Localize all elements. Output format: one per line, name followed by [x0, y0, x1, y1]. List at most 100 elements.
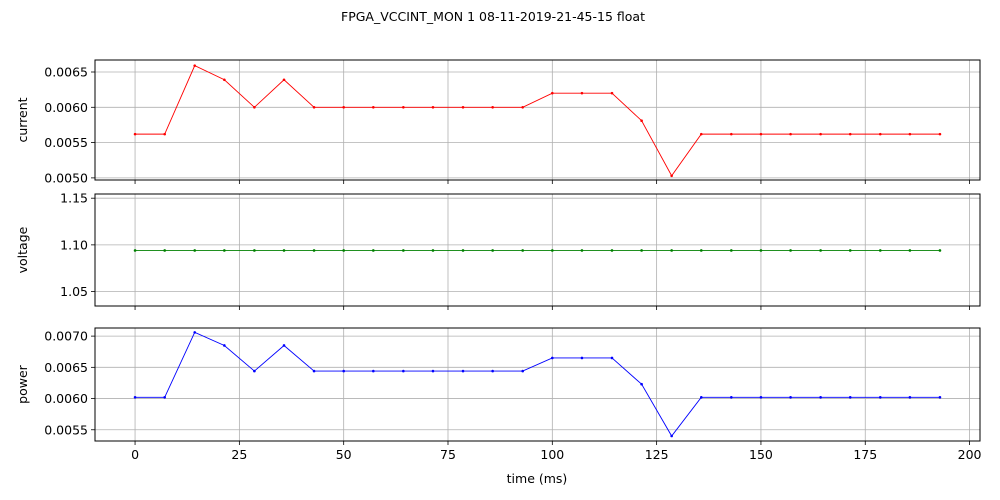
panel-frame	[94, 327, 981, 442]
x-tick-label: 200	[958, 447, 982, 462]
y-tick-label: 0.0060	[44, 100, 88, 115]
data-point	[372, 105, 375, 109]
data-point	[610, 356, 614, 360]
panel-frame	[94, 59, 981, 181]
data-point	[223, 344, 226, 347]
data-point	[908, 132, 912, 136]
data-point	[253, 249, 256, 252]
x-tick-label: 100	[540, 447, 564, 462]
data-point	[193, 331, 197, 334]
data-point	[342, 249, 345, 252]
data-point	[223, 78, 226, 82]
data-point	[699, 249, 703, 252]
data-point	[133, 249, 137, 252]
data-point	[848, 249, 852, 252]
data-point	[819, 395, 822, 399]
x-tick-label: 150	[749, 447, 773, 462]
data-point	[938, 395, 942, 399]
data-point	[938, 249, 942, 252]
data-point	[223, 249, 226, 252]
chart-panels: 0.0050 0.0055 0.0060 0.0065 current 1.051.101…	[15, 59, 982, 462]
data-point	[580, 249, 584, 252]
data-point	[402, 369, 405, 373]
data-point	[938, 132, 942, 136]
data-point	[551, 356, 554, 360]
data-point	[193, 64, 197, 67]
data-point	[163, 132, 166, 136]
data-point	[253, 369, 256, 373]
data-point	[580, 356, 584, 360]
data-point	[759, 395, 763, 399]
data-point	[312, 105, 316, 109]
data-point	[789, 249, 792, 252]
data-point	[640, 119, 643, 123]
data-point	[282, 344, 286, 347]
chart-title: FPGA_VCCINT_MON 1 08-11-2019-21-45-15 fl…	[341, 9, 645, 24]
x-tick-label: 125	[645, 447, 669, 462]
data-point	[491, 369, 494, 373]
y-axis-label-current: current	[15, 97, 30, 142]
panel-power: 0.0055 0.0060 0.0065 0.0070 0 25 50 75 100 125 150…	[15, 327, 982, 462]
y-tick-label: 0.0060	[44, 391, 88, 406]
data-point	[789, 132, 792, 136]
x-tick-label: 0	[131, 447, 139, 462]
data-point	[819, 249, 822, 252]
panel-frame	[94, 193, 981, 307]
data-point	[878, 249, 882, 252]
data-point	[372, 369, 375, 373]
data-point	[342, 105, 345, 109]
data-point	[193, 249, 197, 252]
data-point	[282, 249, 286, 252]
data-point	[819, 132, 822, 136]
y-tick-label: 0.0050	[44, 170, 88, 185]
data-point	[848, 395, 852, 399]
data-point	[759, 249, 763, 252]
x-tick-label: 50	[336, 447, 352, 462]
data-point	[372, 249, 375, 252]
data-point	[730, 395, 733, 399]
data-point	[908, 395, 912, 399]
data-point	[312, 249, 316, 252]
data-point	[521, 249, 524, 252]
x-tick-label: 175	[853, 447, 877, 462]
data-point	[699, 395, 703, 399]
data-point	[431, 249, 435, 252]
data-point	[461, 249, 465, 252]
data-point	[431, 105, 435, 109]
data-point	[491, 249, 494, 252]
data-point	[431, 369, 435, 373]
y-tick-label: 1.05	[60, 284, 88, 299]
y-tick-label: 0.0070	[44, 329, 88, 344]
data-point	[461, 105, 465, 109]
x-tick-label: 75	[440, 447, 456, 462]
data-point	[730, 132, 733, 136]
data-point	[163, 395, 166, 399]
data-point	[133, 132, 137, 136]
data-point	[848, 132, 852, 136]
series-line-current	[135, 65, 940, 177]
data-point	[133, 395, 137, 399]
data-point	[699, 132, 703, 136]
data-point	[640, 249, 643, 252]
data-point	[521, 369, 524, 373]
y-tick-label: 1.15	[60, 191, 88, 206]
data-point	[670, 434, 673, 438]
data-point	[610, 91, 614, 95]
data-point	[878, 395, 882, 399]
data-point	[730, 249, 733, 252]
data-point	[342, 369, 345, 373]
data-point	[402, 105, 405, 109]
panel-voltage: 1.05 1.10 1.15 voltage	[15, 191, 981, 310]
data-point	[461, 369, 465, 373]
data-point	[759, 132, 763, 136]
y-tick-label: 0.0055	[44, 422, 88, 437]
y-axis-label-power: power	[15, 364, 30, 403]
data-point	[580, 91, 584, 95]
x-tick-label: 25	[231, 447, 247, 462]
y-tick-label: 0.0065	[44, 65, 88, 80]
data-point	[551, 249, 554, 252]
x-axis-label: time (ms)	[507, 471, 568, 486]
data-point	[253, 105, 256, 109]
